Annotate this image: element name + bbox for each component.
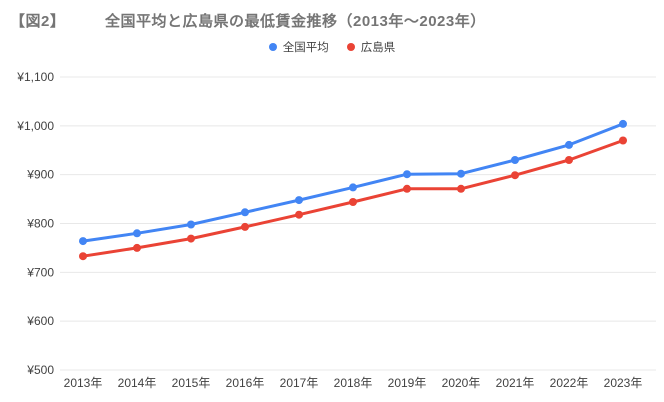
y-axis-tick-label: ¥700 <box>26 265 54 279</box>
legend-item-national-average: 全国平均 <box>268 39 329 55</box>
legend-label-national-average: 全国平均 <box>282 42 329 54</box>
y-axis-tick-label: ¥500 <box>26 363 54 377</box>
y-axis-tick-label: ¥1,000 <box>16 119 54 133</box>
legend-marker-hiroshima-icon <box>346 43 355 51</box>
chart-legend: 全国平均 広島県 <box>0 39 664 55</box>
data-point-marker <box>133 229 141 238</box>
y-axis-tick-label: ¥800 <box>26 217 54 231</box>
x-axis-tick-label: 2021年 <box>496 376 535 390</box>
data-point-marker <box>349 198 357 206</box>
data-point-marker <box>403 170 411 179</box>
data-point-marker <box>295 196 303 205</box>
data-point-marker <box>349 183 357 192</box>
data-point-marker <box>511 156 519 164</box>
data-point-marker <box>241 222 249 231</box>
data-point-marker <box>241 208 249 217</box>
data-point-marker <box>403 184 411 193</box>
data-point-marker <box>79 252 87 261</box>
x-axis-tick-label: 2017年 <box>280 376 319 390</box>
x-axis-tick-label: 2019年 <box>388 376 427 390</box>
legend-label-hiroshima: 広島県 <box>360 42 396 54</box>
x-axis-tick-label: 2016年 <box>226 376 265 390</box>
data-point-marker <box>457 169 465 178</box>
y-axis-tick-label: ¥1,100 <box>16 70 54 84</box>
legend-marker-national-average-icon <box>268 43 277 51</box>
x-axis-tick-label: 2014年 <box>118 376 157 390</box>
data-point-marker <box>187 220 195 229</box>
x-axis-tick-label: 2018年 <box>334 376 373 390</box>
x-axis-tick-label: 2015年 <box>172 376 211 390</box>
data-point-marker <box>133 243 141 252</box>
data-point-marker <box>79 237 87 246</box>
data-point-marker <box>619 119 627 128</box>
x-axis-tick-label: 2022年 <box>550 376 589 390</box>
data-point-marker <box>511 171 519 180</box>
y-axis-tick-label: ¥900 <box>26 168 54 182</box>
legend-item-hiroshima: 広島県 <box>346 39 396 55</box>
x-axis-tick-label: 2020年 <box>442 376 481 390</box>
data-point-marker <box>295 210 303 219</box>
data-point-marker <box>619 136 627 145</box>
chart-title: 全国平均と広島県の最低賃金推移（2013年～2023年） <box>105 13 486 30</box>
x-axis-tick-label: 2023年 <box>604 376 643 390</box>
data-point-marker <box>565 156 573 164</box>
data-point-marker <box>565 140 573 149</box>
data-point-marker <box>457 184 465 193</box>
x-axis-tick-label: 2013年 <box>64 376 103 390</box>
y-axis-tick-label: ¥600 <box>26 314 54 328</box>
data-point-marker <box>187 234 195 243</box>
figure-number-label: 【図2】 <box>10 13 66 30</box>
